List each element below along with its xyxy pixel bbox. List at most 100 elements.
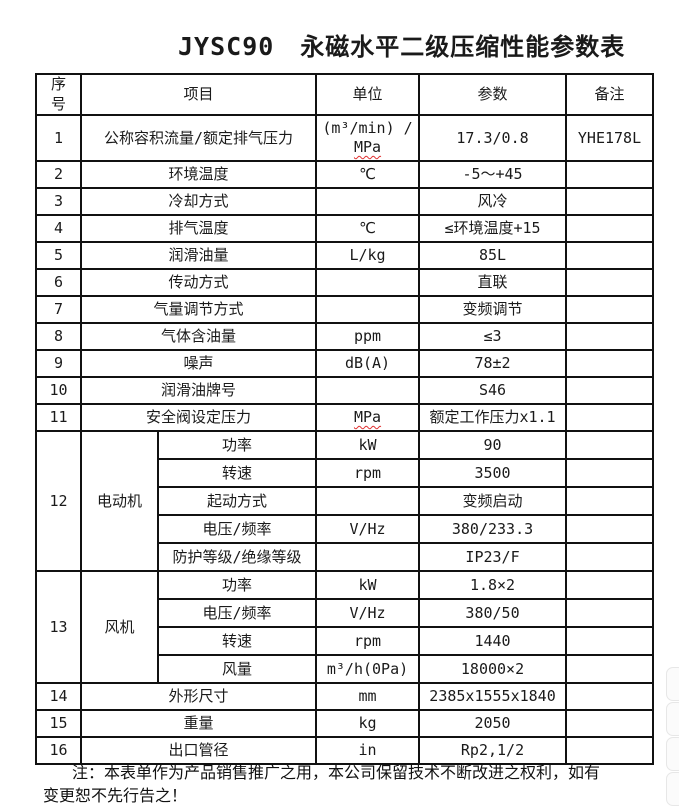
floating-toolbar-button[interactable] — [666, 667, 679, 701]
no-cell: 2 — [35, 160, 82, 189]
table-row: 风量 m³/h(0Pa) 18000×2 — [36, 654, 655, 684]
param-cell: 17.3/0.8 — [418, 114, 568, 162]
param-cell: 85L — [418, 241, 568, 270]
param-cell: 2385x1555x1840 — [418, 682, 568, 711]
remark-cell — [565, 736, 655, 765]
item-cell: 气量调节方式 — [79, 295, 318, 324]
title-text: 永磁水平二级压缩性能参数表 — [300, 33, 626, 61]
page-title: JYSC90 永磁水平二级压缩性能参数表 — [178, 27, 625, 62]
param-cell: 1.8×2 — [418, 570, 568, 600]
param-cell: 90 — [418, 430, 568, 460]
param-cell: 380/233.3 — [418, 514, 568, 544]
param-cell: 直联 — [418, 268, 568, 297]
item-cell: 起动方式 — [156, 486, 318, 516]
item-cell: 气体含油量 — [79, 322, 318, 351]
param-cell: 2050 — [418, 709, 568, 738]
item-cell: 润滑油牌号 — [79, 376, 318, 405]
unit-cell: m³/h(0Pa) — [315, 654, 421, 684]
table-row: 4 排气温度 ℃ ≤环境温度+15 — [35, 214, 655, 243]
table-row: 转速 rpm 3500 — [36, 458, 655, 488]
param-cell: 额定工作压力x1.1 — [418, 403, 568, 432]
item-cell: 冷却方式 — [79, 187, 318, 216]
table-row: 3 冷却方式 风冷 — [35, 187, 655, 216]
remark-cell — [565, 349, 655, 378]
item-cell: 电压/频率 — [156, 598, 318, 628]
group-cell-fan: 风机 — [80, 570, 159, 684]
unit-cell — [315, 376, 421, 405]
header-no: 序号 — [35, 73, 82, 116]
floating-toolbar-button[interactable] — [666, 772, 679, 806]
floating-toolbar-button[interactable] — [666, 737, 679, 771]
group-cell-motor: 电动机 — [80, 430, 159, 572]
param-cell: 18000×2 — [418, 654, 568, 684]
table-row: 15 重量 kg 2050 — [35, 709, 655, 738]
param-cell: Rp2,1/2 — [418, 736, 568, 765]
unit-cell: kW — [315, 570, 421, 600]
param-cell: 1440 — [418, 626, 568, 656]
no-cell: 13 — [35, 570, 82, 684]
param-cell: ≤3 — [418, 322, 568, 351]
item-cell: 转速 — [156, 626, 318, 656]
unit-cell: mm — [315, 682, 421, 711]
remark-cell — [565, 458, 655, 488]
model-code: JYSC90 — [178, 32, 275, 61]
param-cell: S46 — [418, 376, 568, 405]
table-row: 16 出口管径 in Rp2,1/2 — [35, 736, 655, 765]
item-cell: 电压/频率 — [156, 514, 318, 544]
no-cell: 8 — [35, 322, 82, 351]
no-cell: 9 — [35, 349, 82, 378]
unit-cell: in — [315, 736, 421, 765]
item-cell: 重量 — [79, 709, 318, 738]
remark-cell — [565, 626, 655, 656]
remark-cell — [565, 542, 655, 572]
remark-cell — [565, 598, 655, 628]
no-cell: 4 — [35, 214, 82, 243]
remark-cell — [565, 486, 655, 516]
remark-cell — [565, 187, 655, 216]
unit-cell: (m³/min) / MPa — [315, 114, 421, 162]
remark-cell — [565, 376, 655, 405]
remark-cell — [565, 160, 655, 189]
footnote: 注：本表单作为产品销售推广之用，本公司保留技术不断改进之权利，如有 变更恕不先行… — [43, 761, 639, 807]
table-row: 7 气量调节方式 变频调节 — [35, 295, 655, 324]
no-cell: 15 — [35, 709, 82, 738]
param-cell: 3500 — [418, 458, 568, 488]
unit-cell: rpm — [315, 626, 421, 656]
header-remark: 备注 — [565, 73, 655, 116]
table-row: 防护等级/绝缘等级 IP23/F — [36, 542, 655, 572]
item-cell: 环境温度 — [79, 160, 318, 189]
table-row: 电压/频率 V/Hz 380/233.3 — [36, 514, 655, 544]
item-cell: 出口管径 — [79, 736, 318, 765]
param-cell: 变频调节 — [418, 295, 568, 324]
unit-cell: dB(A) — [315, 349, 421, 378]
unit-cell: V/Hz — [315, 514, 421, 544]
spec-table: 序号 项目 单位 参数 备注 1 公称容积流量/额定排气压力 (m³/min) … — [35, 73, 655, 765]
unit-cell — [315, 486, 421, 516]
unit-cell: MPa — [315, 403, 421, 432]
floating-toolbar-button[interactable] — [666, 702, 679, 736]
header-param: 参数 — [418, 73, 568, 116]
spellcheck-underline: MPa — [353, 138, 382, 156]
no-cell: 7 — [35, 295, 82, 324]
remark-cell — [565, 268, 655, 297]
remark-cell — [565, 514, 655, 544]
remark-cell — [565, 430, 655, 460]
remark-cell: YHE178L — [565, 114, 655, 162]
item-cell: 排气温度 — [79, 214, 318, 243]
header-row: 序号 项目 单位 参数 备注 — [35, 73, 655, 116]
unit-cell: kW — [315, 430, 421, 460]
unit-cell: ℃ — [315, 160, 421, 189]
remark-cell — [565, 682, 655, 711]
remark-cell — [565, 570, 655, 600]
unit-cell: kg — [315, 709, 421, 738]
unit-cell: V/Hz — [315, 598, 421, 628]
no-cell: 1 — [35, 114, 82, 162]
table-row: 14 外形尺寸 mm 2385x1555x1840 — [35, 682, 655, 711]
remark-cell — [565, 322, 655, 351]
param-cell: 78±2 — [418, 349, 568, 378]
footnote-line2: 变更恕不先行告之！ — [43, 786, 188, 805]
no-cell: 11 — [35, 403, 82, 432]
no-cell: 6 — [35, 268, 82, 297]
remark-cell — [565, 295, 655, 324]
no-cell: 3 — [35, 187, 82, 216]
